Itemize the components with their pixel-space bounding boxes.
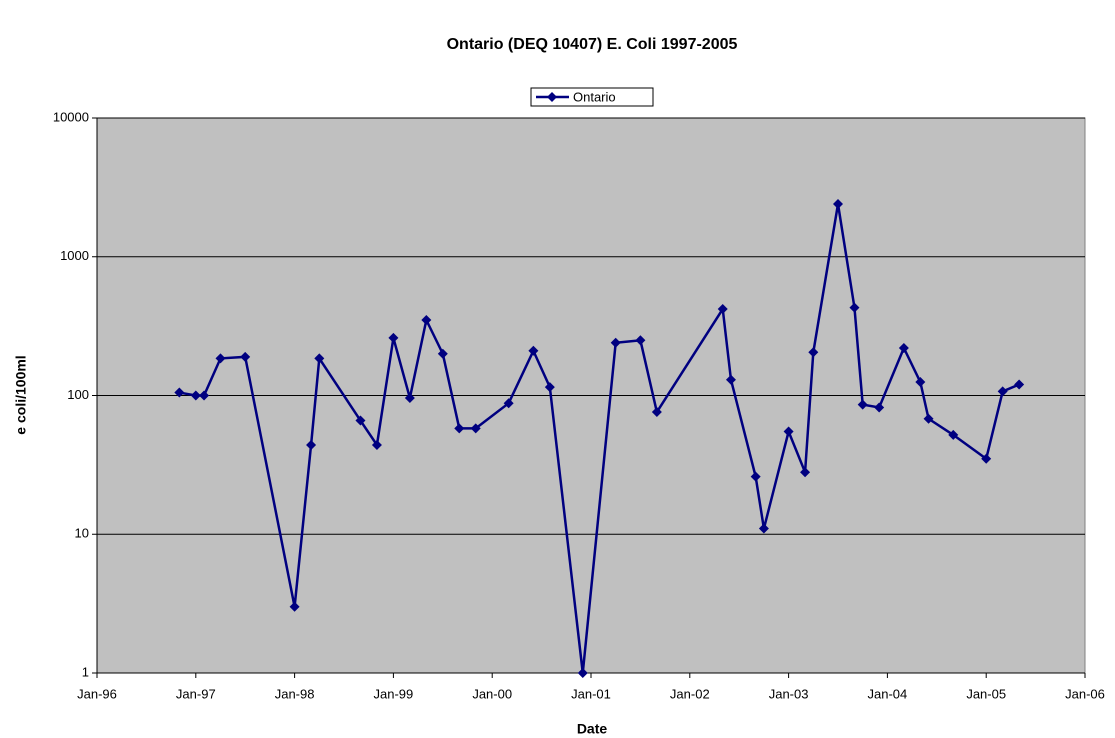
marker [874,402,885,413]
marker [289,601,300,612]
marker [190,390,201,401]
marker [808,347,819,358]
marker [577,668,588,678]
y-tick-label: 1 [82,664,89,679]
marker [948,429,959,440]
marker [388,332,399,343]
x-axis-title: Date [577,721,608,737]
marker [404,392,415,403]
x-tick-label: Jan-04 [868,686,908,701]
y-tick-label: 1000 [60,248,89,263]
marker [898,342,909,353]
marker [651,407,662,418]
x-tick-label: Jan-05 [966,686,1006,701]
legend-label: Ontario [573,89,616,104]
marker [923,413,934,424]
legend: Ontario [530,87,654,107]
marker [635,335,646,346]
y-axis-title: e coli/100ml [13,355,29,434]
marker [758,523,769,534]
marker [849,302,860,313]
marker [544,382,555,393]
marker [503,398,514,409]
x-tick-label: Jan-98 [275,686,315,701]
marker [1014,379,1025,390]
x-tick-label: Jan-03 [769,686,809,701]
marker [240,351,251,362]
marker [610,337,621,348]
marker [997,386,1008,397]
marker [199,390,210,401]
x-tick-label: Jan-01 [571,686,611,701]
marker [750,471,761,482]
x-tick-label: Jan-96 [77,686,117,701]
marker [800,467,811,478]
y-tick-label: 10 [75,526,89,541]
marker [717,304,728,315]
marker [725,374,736,385]
marker [306,439,317,450]
marker [174,387,185,398]
marker [355,415,366,426]
x-tick-label: Jan-00 [472,686,512,701]
x-tick-label: Jan-02 [670,686,710,701]
marker [454,423,465,434]
x-tick-label: Jan-97 [176,686,216,701]
marker [857,399,868,410]
chart-title: Ontario (DEQ 10407) E. Coli 1997-2005 [447,36,738,53]
marker [981,453,992,464]
x-tick-label: Jan-06 [1065,686,1105,701]
marker [915,377,926,388]
marker [314,353,325,364]
marker [528,345,539,356]
marker [421,315,432,326]
marker [470,423,481,434]
legend-box [530,87,654,107]
y-tick-label: 10000 [53,109,89,124]
y-tick-label: 100 [67,387,89,402]
marker [371,439,382,450]
marker [783,426,794,437]
x-tick-label: Jan-99 [374,686,414,701]
marker [833,198,843,209]
marker [437,348,448,359]
legend-marker [547,92,557,102]
marker [215,353,226,364]
